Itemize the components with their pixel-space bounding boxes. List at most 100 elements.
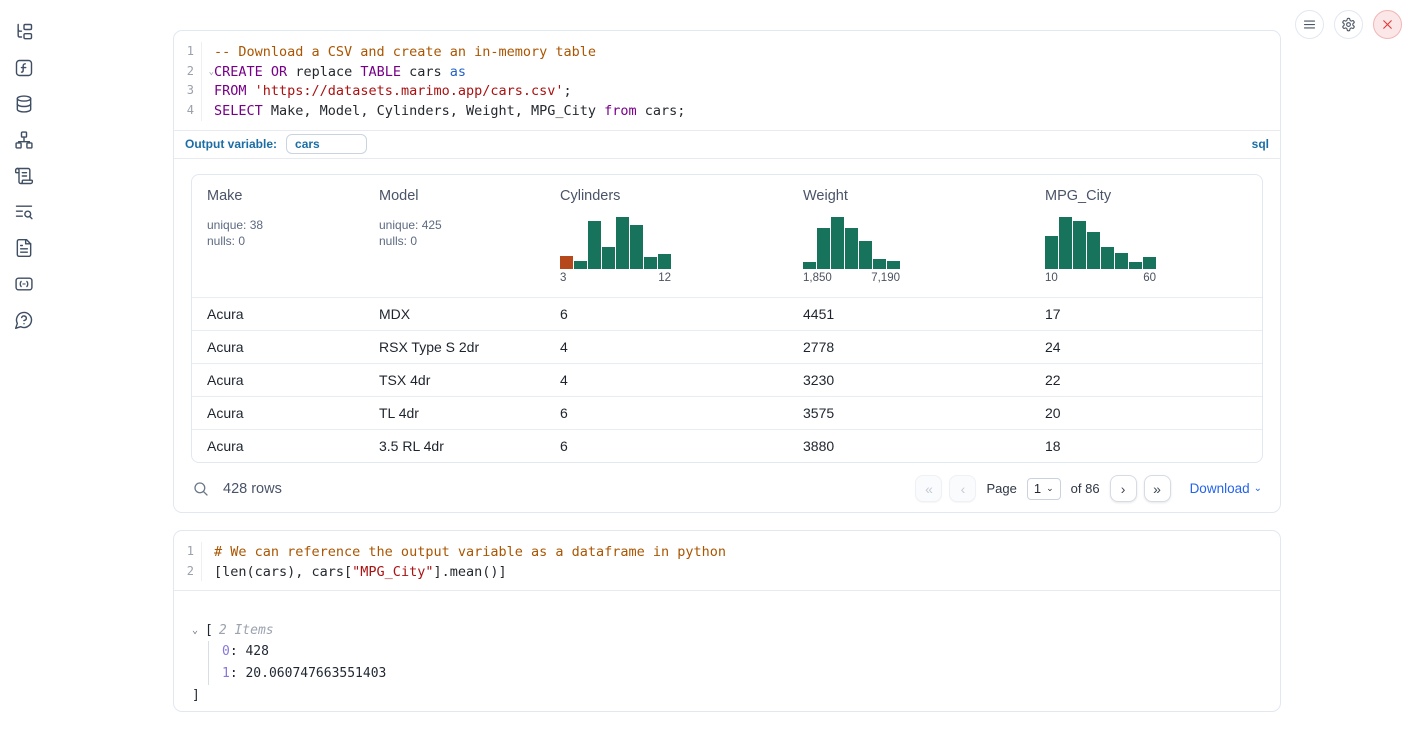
- table-cell: 3230: [788, 372, 1030, 388]
- previous-page-button[interactable]: ‹: [949, 475, 976, 502]
- gear-icon: [1341, 17, 1356, 32]
- table-cell: 2778: [788, 339, 1030, 355]
- column-header-mpg_city[interactable]: MPG_City1060: [1030, 175, 1262, 297]
- column-stats: unique: 38nulls: 0: [207, 217, 364, 249]
- code-line[interactable]: 1-- Download a CSV and create an in-memo…: [174, 42, 1280, 62]
- column-header-make[interactable]: Make unique: 38nulls: 0: [192, 175, 364, 297]
- tree-collapse-chevron-icon[interactable]: ⌄: [192, 625, 205, 636]
- code-text: -- Download a CSV and create an in-memor…: [202, 44, 596, 60]
- page-total-label: of 86: [1071, 481, 1100, 496]
- histogram-bar: [560, 256, 573, 269]
- output-variable-row: Output variable: sql: [174, 130, 1280, 159]
- help-icon[interactable]: [14, 310, 34, 330]
- snippets-icon[interactable]: [14, 274, 34, 294]
- last-page-button[interactable]: »: [1144, 475, 1171, 502]
- tree-open-bracket: [: [205, 623, 213, 638]
- hamburger-icon: [1302, 17, 1317, 32]
- column-name: Weight: [803, 188, 1030, 204]
- settings-button[interactable]: [1334, 10, 1363, 39]
- table-cell: 3880: [788, 438, 1030, 454]
- database-icon[interactable]: [14, 94, 34, 114]
- table-row[interactable]: AcuraTL 4dr6357520: [192, 396, 1262, 429]
- table-cell: 4451: [788, 306, 1030, 322]
- tree-close-bracket: ]: [192, 685, 1263, 707]
- column-header-model[interactable]: Modelunique: 425nulls: 0: [364, 175, 545, 297]
- histogram-bar: [803, 262, 816, 269]
- table-cell: Acura: [192, 306, 364, 322]
- line-number: 1: [174, 42, 202, 62]
- table-cell: 20: [1030, 405, 1262, 421]
- file-tree-icon[interactable]: [14, 22, 34, 42]
- table-cell: Acura: [192, 372, 364, 388]
- top-right-toolbar: [1295, 10, 1402, 39]
- histogram-bar: [887, 261, 900, 269]
- code-text: CREATE OR replace TABLE cars as: [202, 64, 466, 80]
- histogram-bar: [574, 261, 587, 269]
- download-button[interactable]: Download ⌄: [1190, 481, 1262, 496]
- function-square-icon[interactable]: [14, 58, 34, 78]
- table-cell: TL 4dr: [364, 405, 545, 421]
- tree-items-count: 2 Items: [219, 623, 274, 638]
- code-text: SELECT Make, Model, Cylinders, Weight, M…: [202, 103, 685, 119]
- sql-code-editor[interactable]: 1-- Download a CSV and create an in-memo…: [174, 31, 1280, 130]
- table-row[interactable]: Acura3.5 RL 4dr6388018: [192, 429, 1262, 462]
- code-line[interactable]: 2⌄CREATE OR replace TABLE cars as: [174, 62, 1280, 82]
- histogram-bar: [644, 257, 657, 269]
- sql-cell-output: Make unique: 38nulls: 0Modelunique: 425nu…: [174, 159, 1280, 513]
- line-number: 3: [174, 81, 202, 101]
- output-variable-input[interactable]: [286, 134, 367, 154]
- column-histogram: 1,8507,190: [803, 217, 900, 284]
- line-number: 1: [174, 542, 202, 562]
- output-tree: ⌄ [ 2 Items 0: 4281: 20.060747663551403 …: [191, 606, 1263, 707]
- table-cell: 3575: [788, 405, 1030, 421]
- table-row[interactable]: AcuraMDX6445117: [192, 297, 1262, 330]
- table-cell: 22: [1030, 372, 1262, 388]
- code-line[interactable]: 3FROM 'https://datasets.marimo.app/cars.…: [174, 81, 1280, 101]
- page-select[interactable]: 1 ⌄: [1027, 478, 1061, 500]
- search-icon[interactable]: [192, 480, 210, 498]
- histogram-bar: [1045, 236, 1058, 269]
- code-line[interactable]: 2[len(cars), cars["MPG_City"].mean()]: [174, 562, 1280, 582]
- logs-search-icon[interactable]: [14, 202, 34, 222]
- histogram-bar: [630, 225, 643, 269]
- document-icon[interactable]: [14, 238, 34, 258]
- column-name: Make: [207, 188, 364, 204]
- menu-button[interactable]: [1295, 10, 1324, 39]
- first-page-button[interactable]: «: [915, 475, 942, 502]
- code-text: FROM 'https://datasets.marimo.app/cars.c…: [202, 83, 572, 99]
- table-cell: 4: [545, 372, 788, 388]
- histogram-bar: [1143, 257, 1156, 269]
- code-line[interactable]: 4SELECT Make, Model, Cylinders, Weight, …: [174, 101, 1280, 121]
- column-name: Cylinders: [560, 188, 788, 204]
- python-cell-output: ⌄ [ 2 Items 0: 4281: 20.060747663551403 …: [174, 591, 1280, 707]
- fold-chevron-icon[interactable]: ⌄: [209, 63, 214, 83]
- table-header-row: Make unique: 38nulls: 0Modelunique: 425nu…: [192, 175, 1262, 297]
- dependency-graph-icon[interactable]: [14, 130, 34, 150]
- chevron-down-icon: ⌄: [1046, 483, 1054, 494]
- page-select-value: 1: [1034, 481, 1041, 496]
- close-button[interactable]: [1373, 10, 1402, 39]
- sql-cell: 1-- Download a CSV and create an in-memo…: [173, 30, 1281, 513]
- table-cell: TSX 4dr: [364, 372, 545, 388]
- data-table: Make unique: 38nulls: 0Modelunique: 425nu…: [191, 174, 1263, 463]
- table-cell: RSX Type S 2dr: [364, 339, 545, 355]
- next-page-button[interactable]: ›: [1110, 475, 1137, 502]
- histogram-bar: [616, 217, 629, 269]
- table-cell: 24: [1030, 339, 1262, 355]
- table-row[interactable]: AcuraTSX 4dr4323022: [192, 363, 1262, 396]
- output-variable-label: Output variable:: [185, 137, 277, 151]
- column-header-weight[interactable]: Weight 1,8507,190: [788, 175, 1030, 297]
- table-row[interactable]: AcuraRSX Type S 2dr4277824: [192, 330, 1262, 363]
- histogram-bar: [658, 254, 671, 269]
- histogram-bar: [1101, 247, 1114, 269]
- python-code-editor[interactable]: 1# We can reference the output variable …: [174, 531, 1280, 591]
- histogram-bar: [1129, 262, 1142, 269]
- tree-item: 0: 428: [222, 641, 1263, 663]
- histogram-axis: 312: [560, 272, 671, 284]
- scroll-icon[interactable]: [14, 166, 34, 186]
- histogram-bar: [831, 217, 844, 269]
- code-line[interactable]: 1# We can reference the output variable …: [174, 542, 1280, 562]
- table-cell: 3.5 RL 4dr: [364, 438, 545, 454]
- page-label: Page: [986, 481, 1016, 496]
- column-header-cylinders[interactable]: Cylinders 312: [545, 175, 788, 297]
